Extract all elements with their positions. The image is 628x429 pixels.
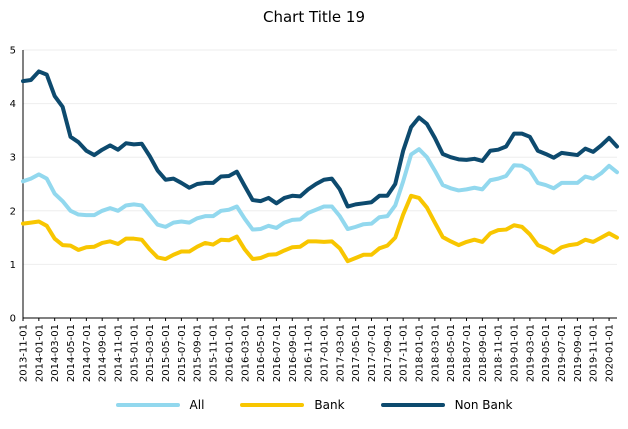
y-tick-label: 2 [10, 206, 16, 217]
x-tick-label: 2019-01-01 [510, 324, 521, 382]
x-tick-label: 2019-07-01 [557, 324, 568, 382]
x-tick-label: 2017-09-01 [383, 324, 394, 382]
axes [22, 50, 617, 319]
y-tick-label: 0 [10, 314, 16, 325]
legend-label: Non Bank [454, 398, 513, 412]
x-tick-label: 2014-09-01 [98, 324, 109, 382]
x-tick-label: 2014-05-01 [66, 324, 77, 382]
chart-title: Chart Title 19 [263, 8, 365, 26]
x-tick-label: 2019-09-01 [573, 324, 584, 382]
y-tick-label: 1 [10, 260, 16, 271]
x-tick-label: 2016-01-01 [224, 324, 235, 382]
x-tick-label: 2013-11-01 [19, 324, 30, 382]
series-line-non-bank [21, 69, 619, 209]
x-tick-label: 2017-03-01 [335, 324, 346, 382]
series-line-bank [21, 193, 619, 264]
legend-item-all: All [115, 398, 205, 412]
legend-item-non-bank: Non Bank [380, 398, 513, 412]
x-tick-label: 2014-01-01 [34, 324, 45, 382]
chart-legend: All Bank Non Bank [0, 398, 628, 412]
x-tick-label: 2018-01-01 [415, 324, 426, 382]
legend-swatch [380, 403, 445, 407]
x-axis-ticks: 2013-11-01 2014-01-01 2014-03-01 2014-05-01… [19, 318, 616, 382]
series-lines [21, 69, 619, 264]
x-tick-label: 2016-03-01 [240, 324, 251, 382]
x-tick-label: 2015-07-01 [177, 324, 188, 382]
x-tick-label: 2016-09-01 [288, 324, 299, 382]
x-tick-label: 2014-03-01 [50, 324, 61, 382]
x-tick-label: 2019-05-01 [541, 324, 552, 382]
x-tick-label: 2016-07-01 [272, 324, 283, 382]
x-tick-label: 2018-05-01 [446, 324, 457, 382]
x-tick-label: 2015-11-01 [209, 324, 220, 382]
legend-swatch [240, 403, 305, 407]
y-tick-label: 4 [10, 99, 16, 110]
x-tick-label: 2018-09-01 [478, 324, 489, 382]
legend-label: All [189, 398, 205, 412]
x-tick-label: 2015-01-01 [129, 324, 140, 382]
series-line-all [21, 147, 619, 232]
x-tick-label: 2019-11-01 [589, 324, 600, 382]
legend-item-bank: Bank [240, 398, 345, 412]
x-tick-label: 2016-05-01 [256, 324, 267, 382]
y-tick-label: 5 [10, 46, 16, 57]
y-axis-ticks: 0 1 2 3 4 5 [10, 46, 16, 325]
y-tick-label: 3 [10, 153, 16, 164]
legend-swatch [115, 403, 180, 407]
x-tick-label: 2015-03-01 [145, 324, 156, 382]
legend-label: Bank [314, 398, 345, 412]
x-tick-label: 2017-05-01 [351, 324, 362, 382]
x-tick-label: 2014-11-01 [114, 324, 125, 382]
x-tick-label: 2018-07-01 [462, 324, 473, 382]
x-tick-label: 2020-01-01 [605, 324, 616, 382]
x-tick-label: 2018-11-01 [494, 324, 505, 382]
x-tick-label: 2015-09-01 [193, 324, 204, 382]
x-tick-label: 2017-01-01 [319, 324, 330, 382]
x-tick-label: 2017-11-01 [399, 324, 410, 382]
x-tick-label: 2015-05-01 [161, 324, 172, 382]
x-tick-label: 2017-07-01 [367, 324, 378, 382]
x-tick-label: 2016-11-01 [304, 324, 315, 382]
x-tick-label: 2018-03-01 [430, 324, 441, 382]
grid-lines [23, 49, 617, 265]
x-tick-label: 2019-03-01 [525, 324, 536, 382]
x-tick-label: 2014-07-01 [82, 324, 93, 382]
